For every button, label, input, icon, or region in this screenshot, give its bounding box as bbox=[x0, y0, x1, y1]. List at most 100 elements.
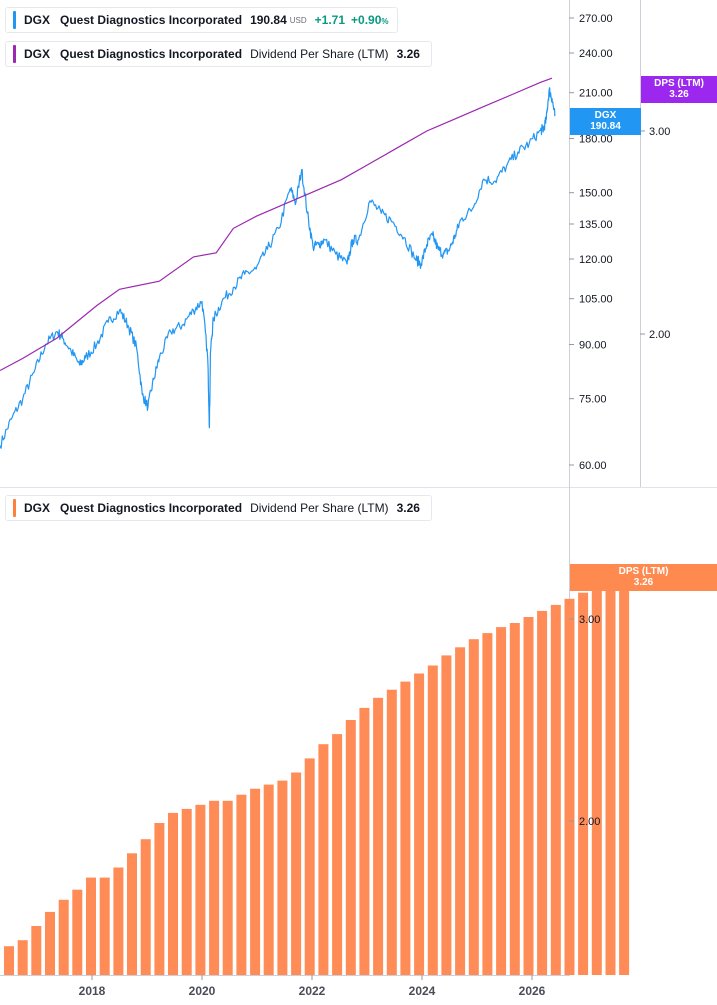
dps-bar bbox=[277, 780, 288, 975]
price-legend-change: +1.71 bbox=[314, 13, 346, 27]
dps-bar bbox=[195, 804, 206, 975]
dps-bar bbox=[537, 610, 548, 975]
dps-bottom-tag-label: DPS (LTM) bbox=[618, 566, 669, 577]
dps-bar bbox=[373, 697, 384, 975]
dps-bar bbox=[58, 899, 69, 975]
price-tick-label: 210.00 bbox=[579, 88, 613, 100]
dps-bar bbox=[414, 673, 425, 975]
dps-bar bbox=[455, 647, 466, 975]
dps-tick-label: 2.00 bbox=[649, 329, 670, 341]
bottom-pane bbox=[4, 566, 630, 975]
dps-bar bbox=[250, 788, 261, 975]
dps-top-legend-ticker: DGX bbox=[24, 47, 51, 61]
dps-bar bbox=[523, 617, 534, 975]
time-tick-label: 2018 bbox=[79, 984, 106, 998]
price-tick-label: 135.00 bbox=[579, 219, 613, 231]
dps-top-legend-name: Quest Diagnostics Incorporated bbox=[60, 47, 243, 61]
dps-bar bbox=[181, 808, 192, 975]
dps-bar bbox=[86, 877, 96, 975]
dps-bar bbox=[482, 633, 493, 975]
price-axis: 270.00 240.00 210.00 180.00 150.00 135.00 120.… bbox=[0, 0, 717, 975]
price-tag-label: DGX bbox=[594, 110, 617, 121]
dps-bar bbox=[509, 623, 520, 975]
dps-top-tag-label: DPS (LTM) bbox=[654, 78, 704, 89]
dps-bar bbox=[45, 911, 55, 975]
dps-top-legend-metric: Dividend Per Share (LTM) bbox=[250, 47, 389, 61]
dps-top-legend[interactable]: DGX Quest Diagnostics Incorporated Divid… bbox=[5, 41, 432, 67]
dps-bar bbox=[359, 707, 370, 975]
dps-bar bbox=[168, 812, 178, 975]
dps-bar bbox=[31, 926, 42, 975]
price-tick-label: 150.00 bbox=[579, 188, 613, 200]
price-legend-change-pct-value: +0.90 bbox=[351, 13, 382, 27]
dps-bar bbox=[236, 794, 247, 975]
time-tick-label: 2022 bbox=[299, 984, 326, 998]
dps-bar bbox=[345, 720, 356, 975]
dps-bar bbox=[564, 598, 575, 975]
dps-bar bbox=[140, 839, 151, 975]
price-tick-label: 90.00 bbox=[579, 339, 607, 351]
price-legend-pct-sign: % bbox=[381, 17, 389, 26]
dps-top-tag-value: 3.26 bbox=[669, 89, 689, 100]
time-tick-label: 2026 bbox=[519, 984, 546, 998]
price-tick-label: 120.00 bbox=[579, 254, 613, 266]
price-legend-name: Quest Diagnostics Incorporated bbox=[60, 13, 243, 27]
dps-series-line bbox=[0, 77, 553, 372]
dps-bottom-legend-name: Quest Diagnostics Incorporated bbox=[60, 501, 243, 515]
dps-top-tag: DPS (LTM) 3.26 bbox=[641, 76, 717, 103]
dps-bar bbox=[4, 946, 14, 975]
dps-bar bbox=[441, 655, 452, 975]
dps-bottom-tag: DPS (LTM) 3.26 bbox=[570, 564, 717, 591]
dps-bottom-legend-metric: Dividend Per Share (LTM) bbox=[250, 501, 389, 515]
dps-bottom-legend[interactable]: DGX Quest Diagnostics Incorporated Divid… bbox=[5, 495, 432, 521]
price-tick-label: 240.00 bbox=[579, 48, 613, 60]
dps-bar bbox=[578, 592, 589, 975]
dps-bar bbox=[99, 877, 110, 975]
top-series bbox=[0, 77, 556, 449]
price-tag: DGX 190.84 bbox=[570, 108, 641, 135]
dps-bottom-tag-value: 3.26 bbox=[633, 577, 654, 588]
dps-top-legend-swatch bbox=[13, 45, 16, 63]
dps-bar bbox=[332, 734, 343, 975]
bottom-tick-label: 2.00 bbox=[579, 816, 600, 828]
price-legend-value: 190.84 bbox=[250, 13, 287, 27]
bottom-tick-label: 3.00 bbox=[579, 614, 600, 626]
price-legend-currency: USD bbox=[289, 15, 307, 25]
price-legend[interactable]: DGX Quest Diagnostics Incorporated 190.8… bbox=[5, 7, 398, 33]
dps-bar bbox=[154, 823, 165, 975]
dps-bar bbox=[619, 566, 630, 975]
time-axis: 2018 2020 2022 2024 2026 bbox=[0, 975, 570, 998]
dps-axis: 3.00 2.00 bbox=[569, 614, 600, 828]
dps-bar bbox=[304, 758, 315, 975]
dps-bar bbox=[127, 853, 137, 975]
price-series-line bbox=[0, 87, 556, 449]
dps-bar bbox=[550, 604, 561, 975]
dps-bottom-legend-ticker: DGX bbox=[24, 501, 51, 515]
price-tick-label: 105.00 bbox=[579, 294, 613, 306]
dps-bar bbox=[427, 665, 438, 975]
dps-bar bbox=[591, 586, 602, 975]
time-tick-label: 2024 bbox=[409, 984, 436, 998]
time-tick-label: 2020 bbox=[189, 984, 216, 998]
dps-bar bbox=[263, 784, 274, 975]
price-tick-label: 60.00 bbox=[579, 460, 607, 472]
dps-bar bbox=[400, 681, 411, 975]
dps-bar bbox=[386, 689, 397, 975]
dps-bar bbox=[468, 639, 479, 975]
dps-bar bbox=[496, 627, 507, 975]
price-tick-label: 75.00 bbox=[579, 394, 607, 406]
price-legend-ticker: DGX bbox=[24, 13, 51, 27]
dps-bar bbox=[17, 940, 28, 975]
dps-bottom-legend-swatch bbox=[13, 499, 16, 517]
price-tick-label: 270.00 bbox=[579, 13, 613, 25]
dps-bottom-legend-value: 3.26 bbox=[396, 501, 420, 515]
price-legend-change-pct: +0.90% bbox=[351, 13, 389, 27]
price-tag-value: 190.84 bbox=[590, 121, 621, 132]
dps-tick-label: 3.00 bbox=[649, 126, 670, 138]
dps-bar bbox=[291, 772, 302, 975]
price-legend-swatch bbox=[13, 11, 16, 29]
dps-bar bbox=[209, 800, 220, 975]
price-tick-label: 180.00 bbox=[579, 134, 613, 146]
dps-bar bbox=[222, 800, 233, 975]
